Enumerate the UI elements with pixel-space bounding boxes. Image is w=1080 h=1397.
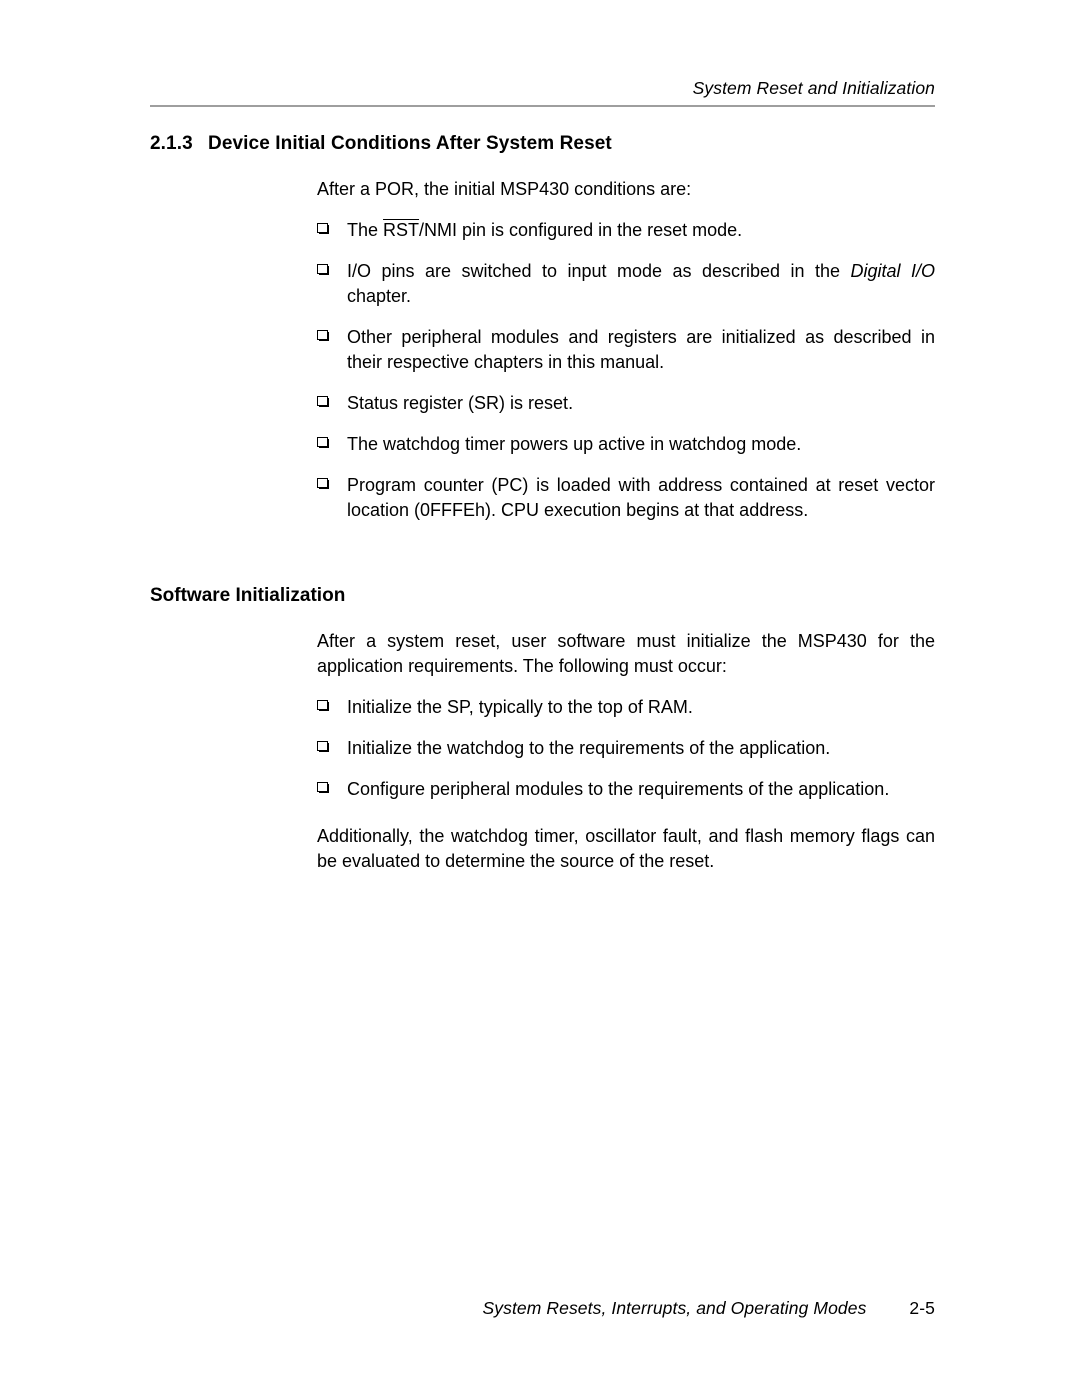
list-item-text: I/O pins are switched to input mode as d… xyxy=(347,261,850,281)
list-item-text: Initialize the SP, typically to the top … xyxy=(347,697,693,717)
section1-intro: After a POR, the initial MSP430 conditio… xyxy=(317,177,935,202)
section2-intro: After a system reset, user software must… xyxy=(317,629,935,679)
bullet-marker-icon xyxy=(317,223,329,234)
bullet-marker-icon xyxy=(317,396,329,407)
section-title: Device Initial Conditions After System R… xyxy=(208,133,612,155)
list-item: Configure peripheral modules to the requ… xyxy=(317,777,935,802)
section1-bullet-list: The RST/NMI pin is configured in the res… xyxy=(317,218,935,523)
footer-text: System Resets, Interrupts, and Operating… xyxy=(482,1298,866,1318)
bullet-marker-icon xyxy=(317,782,329,793)
section1-body: After a POR, the initial MSP430 conditio… xyxy=(317,177,935,523)
italic-ref: Digital I/O xyxy=(850,261,935,281)
list-item-text: The xyxy=(347,220,383,240)
page-footer: System Resets, Interrupts, and Operating… xyxy=(150,1298,935,1319)
section2-body: After a system reset, user software must… xyxy=(317,629,935,874)
list-item: Other peripheral modules and registers a… xyxy=(317,325,935,375)
running-header: System Reset and Initialization xyxy=(150,78,935,107)
section2-bullet-list: Initialize the SP, typically to the top … xyxy=(317,695,935,802)
bullet-marker-icon xyxy=(317,437,329,448)
subsection-heading: Software Initialization xyxy=(150,585,935,607)
list-item-text: Other peripheral modules and registers a… xyxy=(347,327,935,372)
list-item: Status register (SR) is reset. xyxy=(317,391,935,416)
list-item: Initialize the watchdog to the requireme… xyxy=(317,736,935,761)
list-item: Initialize the SP, typically to the top … xyxy=(317,695,935,720)
list-item-text: chapter. xyxy=(347,286,411,306)
list-item-text: Status register (SR) is reset. xyxy=(347,393,573,413)
bullet-marker-icon xyxy=(317,330,329,341)
section-heading: 2.1.3 Device Initial Conditions After Sy… xyxy=(150,133,935,155)
list-item-text: /NMI pin is configured in the reset mode… xyxy=(419,220,742,240)
rst-overline: RST xyxy=(383,220,419,240)
list-item-text: Configure peripheral modules to the requ… xyxy=(347,779,889,799)
bullet-marker-icon xyxy=(317,700,329,711)
section-number: 2.1.3 xyxy=(150,133,208,155)
bullet-marker-icon xyxy=(317,264,329,275)
content-area: System Reset and Initialization 2.1.3 De… xyxy=(150,78,935,874)
document-page: System Reset and Initialization 2.1.3 De… xyxy=(0,0,1080,1397)
list-item-text: Program counter (PC) is loaded with addr… xyxy=(347,475,935,520)
list-item: The watchdog timer powers up active in w… xyxy=(317,432,935,457)
section2-after-paragraph: Additionally, the watchdog timer, oscill… xyxy=(317,824,935,874)
page-number: 2-5 xyxy=(909,1298,935,1318)
list-item: I/O pins are switched to input mode as d… xyxy=(317,259,935,309)
bullet-marker-icon xyxy=(317,741,329,752)
list-item-text: Initialize the watchdog to the requireme… xyxy=(347,738,830,758)
list-item: Program counter (PC) is loaded with addr… xyxy=(317,473,935,523)
bullet-marker-icon xyxy=(317,478,329,489)
list-item-text: The watchdog timer powers up active in w… xyxy=(347,434,801,454)
list-item: The RST/NMI pin is configured in the res… xyxy=(317,218,935,243)
